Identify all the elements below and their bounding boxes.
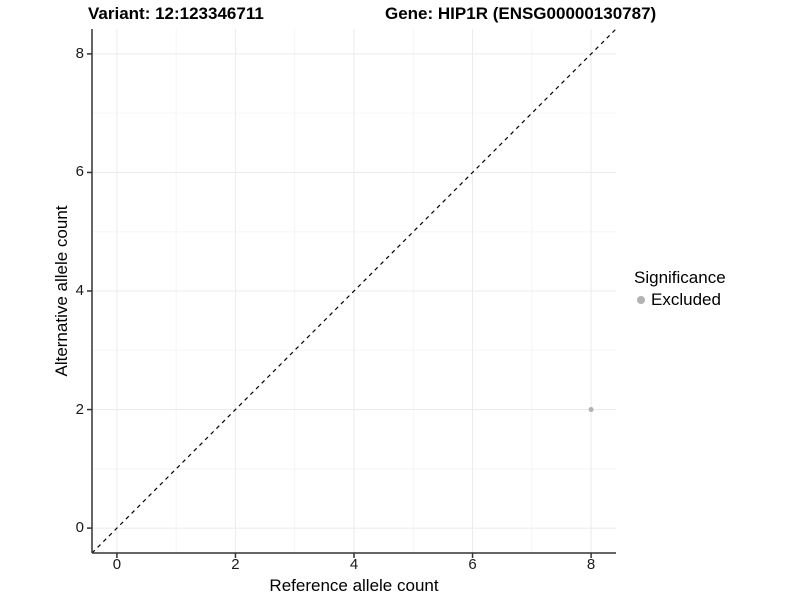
variant-title: Variant: 12:123346711 [88, 4, 264, 23]
x-tick-label: 2 [231, 556, 240, 573]
x-axis-title: Reference allele count [269, 576, 439, 595]
data-point [588, 407, 594, 413]
legend-title: Significance [634, 268, 726, 287]
y-tick-label: 0 [75, 519, 84, 537]
identity-dashed-line [91, 28, 617, 554]
legend: Significance Excluded [634, 268, 726, 310]
gene-title: Gene: HIP1R (ENSG00000130787) [385, 4, 657, 23]
x-tick-label: 8 [586, 556, 596, 573]
plot-canvas [87, 28, 617, 558]
y-tick-label: 6 [75, 163, 84, 181]
x-tick-label: 4 [349, 556, 359, 573]
y-tick-label: 2 [75, 400, 84, 418]
plot-panel [87, 28, 617, 558]
legend-item-excluded: Excluded [634, 290, 726, 310]
x-tick-label: 0 [112, 556, 122, 573]
legend-item-label: Excluded [651, 290, 721, 309]
y-tick-label: 4 [75, 282, 84, 299]
excluded-point-icon [637, 296, 645, 304]
y-tick-label: 8 [75, 44, 84, 62]
x-tick-label: 6 [468, 556, 477, 573]
